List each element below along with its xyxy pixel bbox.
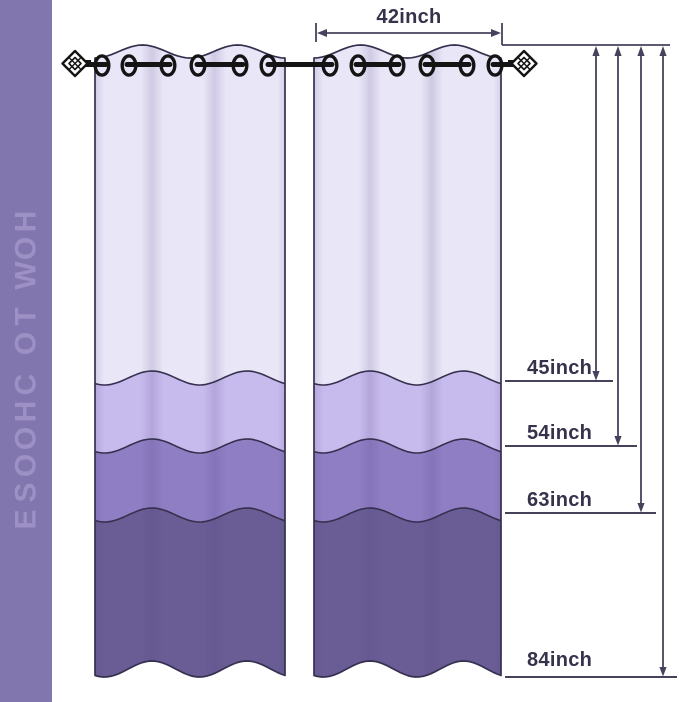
rod-finial-right-icon — [508, 49, 538, 78]
width-measurement-label: 42inch — [376, 6, 442, 28]
length-measurement-label-45: 45inch — [527, 357, 593, 379]
curtain-rod — [61, 49, 538, 78]
dimension-arrows — [315, 23, 677, 678]
curtain-panels — [94, 44, 502, 678]
length-measurement-label-84: 84inch — [527, 649, 593, 671]
curtain-panel-2 — [313, 44, 502, 678]
length-measurement-label-54: 54inch — [527, 422, 593, 444]
curtain-panel-1 — [94, 44, 286, 678]
rod-finial-left-icon — [61, 49, 91, 78]
length-measurement-label-63: 63inch — [527, 489, 593, 511]
